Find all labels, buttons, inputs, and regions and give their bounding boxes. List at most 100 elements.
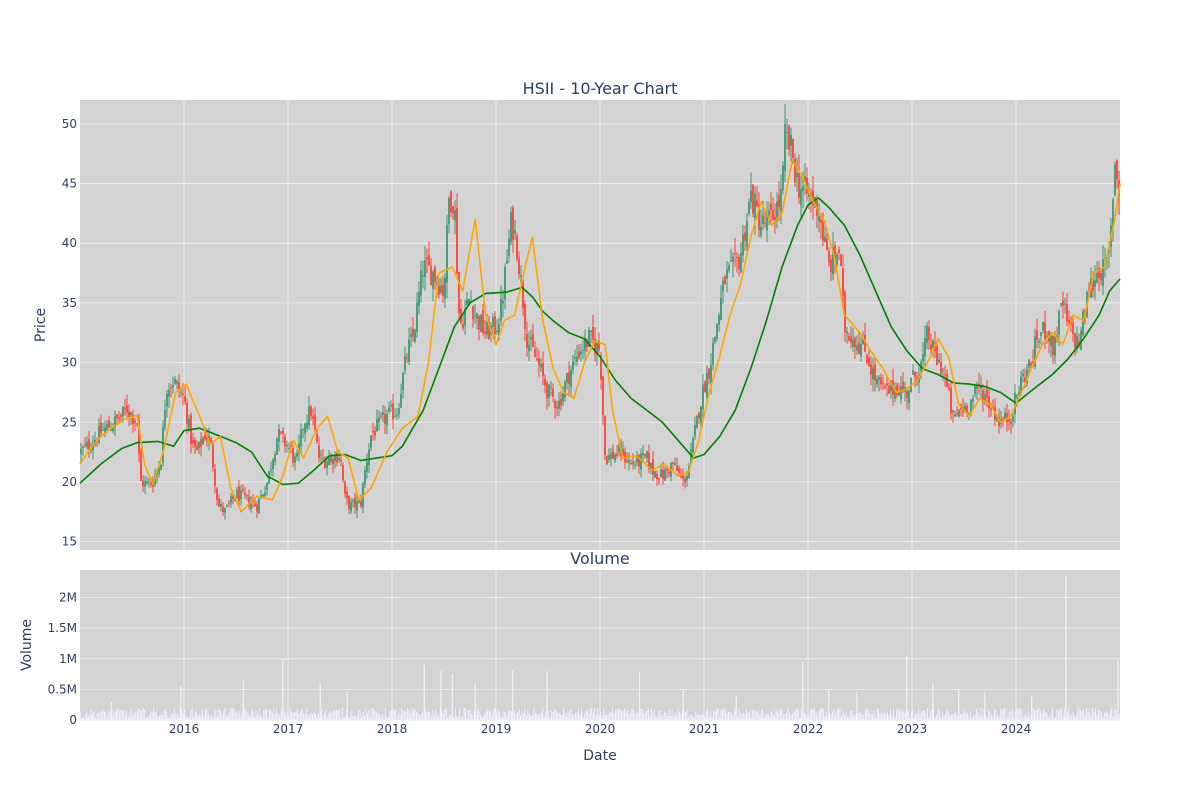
candle-body (292, 448, 294, 463)
candle-body (906, 390, 908, 399)
candle-body (932, 340, 934, 349)
candle-body (674, 463, 676, 466)
candle-body (316, 433, 318, 442)
candle-body (472, 306, 474, 320)
candle-body (982, 390, 984, 402)
candle-body (684, 479, 686, 483)
candle-body (114, 416, 116, 428)
candle-body (1074, 332, 1076, 348)
candle-body (880, 377, 882, 385)
candle-body (552, 388, 554, 397)
x-tick-label: 2022 (793, 722, 824, 736)
date-axis-title: Date (583, 748, 616, 764)
candle-body (646, 451, 648, 459)
candle-body (698, 413, 700, 419)
candle-body (492, 317, 494, 327)
candle-body (1092, 277, 1094, 291)
short-moving-average-line (79, 158, 1121, 513)
candle-body (524, 303, 526, 329)
candle-body (312, 416, 314, 419)
candle-body (454, 210, 456, 221)
candle-body (1094, 280, 1096, 287)
candle-body (624, 451, 626, 463)
candle-body (638, 455, 640, 467)
candle-body (550, 387, 552, 389)
candle-body (216, 489, 218, 500)
candle-body (824, 236, 826, 243)
candle-body (548, 384, 550, 398)
candle-body (522, 280, 524, 309)
candle-body (980, 386, 982, 389)
candle-body (922, 354, 924, 362)
candle-body (382, 412, 384, 415)
candle-body (188, 418, 190, 429)
candle-body (164, 409, 166, 428)
candle-body (370, 435, 372, 448)
candle-body (798, 172, 800, 198)
candle-body (836, 254, 838, 265)
candle-body (392, 403, 394, 420)
candle-body (750, 190, 752, 203)
candle-body (866, 355, 868, 363)
candle-body (576, 356, 578, 362)
candle-body (160, 464, 162, 470)
moving-average-lines (79, 158, 1121, 513)
candle-body (426, 257, 428, 260)
candle-body (1060, 303, 1062, 306)
candle-body (196, 445, 198, 450)
candle-body (1026, 370, 1028, 384)
candle-body (134, 420, 136, 423)
candle-body (184, 395, 186, 402)
candle-body (456, 207, 458, 274)
candle-body (604, 415, 606, 455)
candle-body (540, 364, 542, 368)
candle-body (1044, 322, 1046, 340)
x-tick-label: 2021 (689, 722, 720, 736)
candle-body (928, 326, 930, 341)
candle-body (740, 253, 742, 272)
candle-body (270, 469, 272, 471)
candle-body (830, 259, 832, 273)
candle-body (430, 265, 432, 286)
candle-body (598, 341, 600, 351)
candle-body (854, 337, 856, 348)
candle-body (410, 334, 412, 338)
candle-body (974, 385, 976, 394)
candle-body (258, 498, 260, 514)
x-tick-label: 2024 (1001, 722, 1032, 736)
candle-body (612, 450, 614, 459)
candle-body (622, 448, 624, 456)
candle-body (278, 428, 280, 442)
candle-body (884, 386, 886, 388)
candle-body (172, 385, 174, 388)
candle-body (294, 456, 296, 463)
candle-body (262, 494, 264, 497)
candle-body (586, 339, 588, 348)
candle-body (126, 405, 128, 413)
candle-body (232, 496, 234, 499)
candle-body (404, 356, 406, 371)
candle-body (474, 315, 476, 317)
candle-body (214, 469, 216, 486)
candle-body (656, 473, 658, 480)
price-y-tick-label: 35 (62, 296, 77, 310)
candle-body (818, 216, 820, 222)
candle-body (608, 455, 610, 461)
candle-body (870, 364, 872, 375)
candle-body (542, 363, 544, 376)
candle-body (882, 382, 884, 384)
candle-body (440, 285, 442, 293)
candle-body (82, 446, 84, 448)
candle-body (1102, 259, 1104, 286)
candle-body (738, 256, 740, 269)
candle-body (676, 465, 678, 472)
candle-body (950, 388, 952, 414)
candle-body (516, 235, 518, 259)
candle-body (174, 378, 176, 384)
candle-body (566, 373, 568, 383)
candle-body (742, 234, 744, 256)
candle-body (924, 338, 926, 357)
candle-body (728, 265, 730, 271)
candle-body (574, 357, 576, 359)
price-y-tick-label: 25 (62, 415, 77, 429)
